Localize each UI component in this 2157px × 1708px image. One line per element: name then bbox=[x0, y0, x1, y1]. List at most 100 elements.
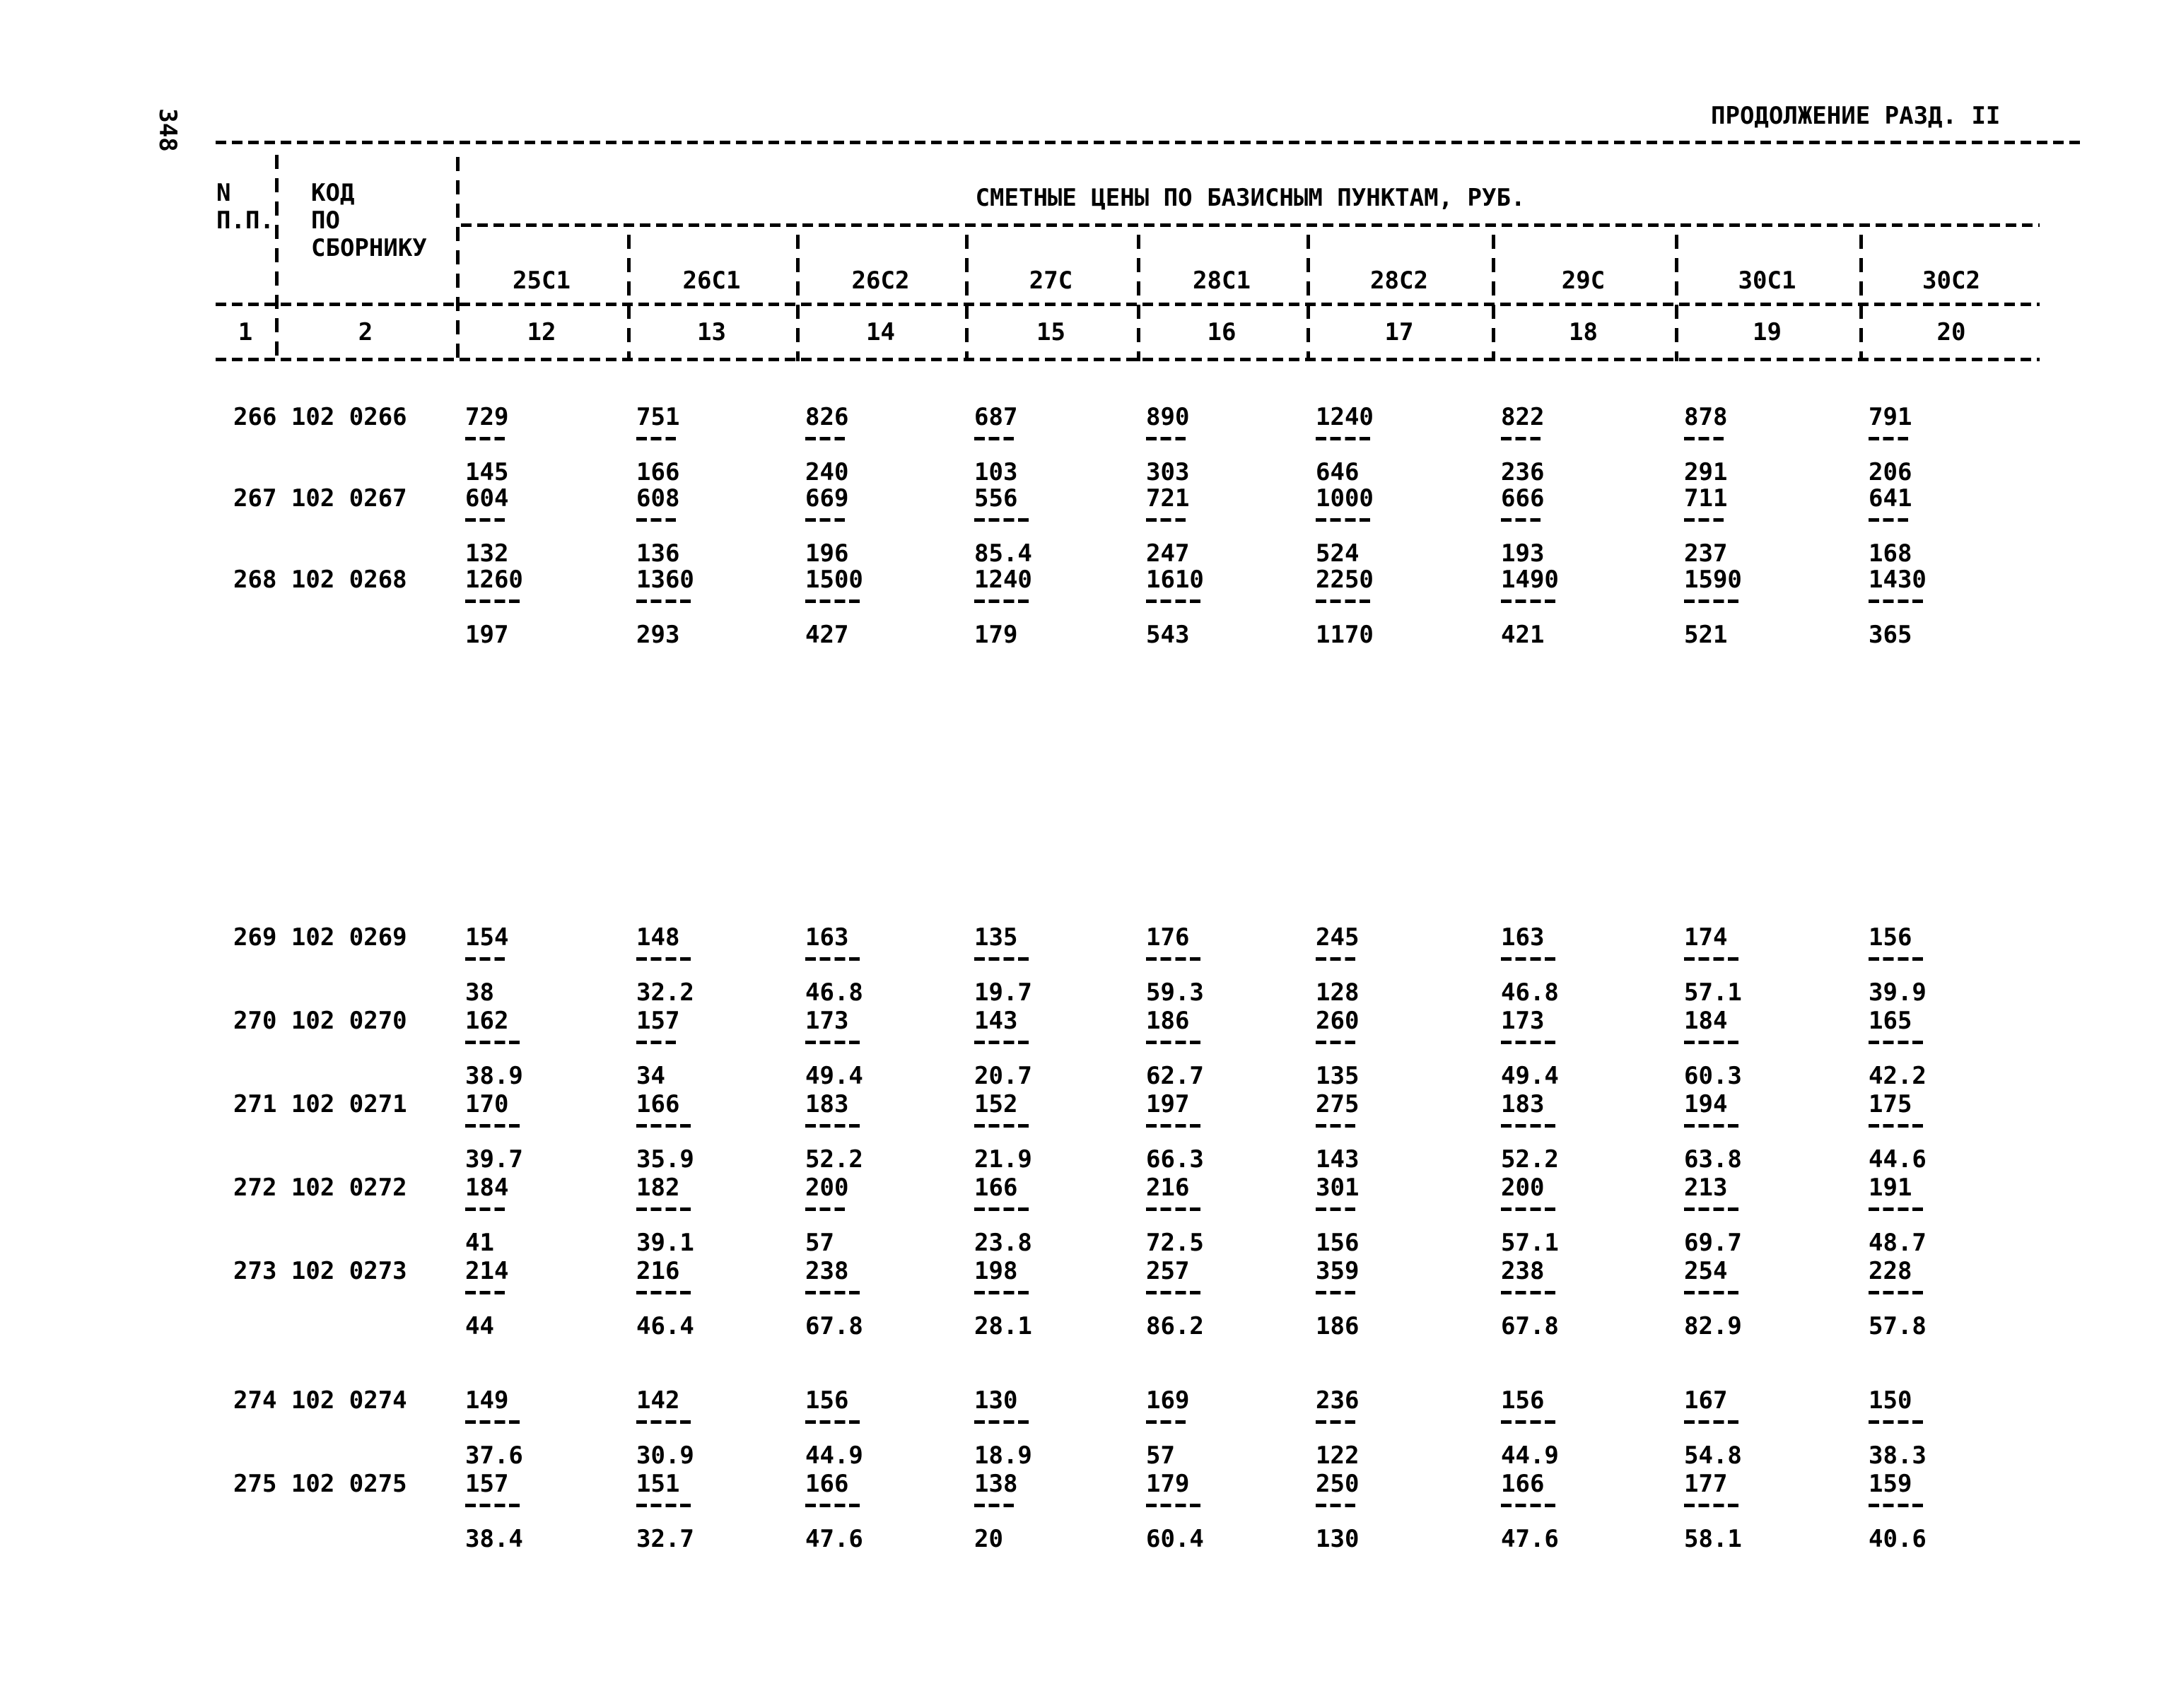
row-code: 102 0274 bbox=[276, 1386, 407, 1415]
cell-fraction-bar bbox=[465, 599, 520, 603]
cell-denominator: 69.7 bbox=[1684, 1229, 1742, 1257]
cell-fraction-bar bbox=[1869, 437, 1909, 440]
cell-denominator: 49.4 bbox=[805, 1062, 863, 1090]
cell-numerator: 152 bbox=[974, 1090, 1018, 1118]
cell-numerator: 183 bbox=[805, 1090, 849, 1118]
cell-fraction-bar bbox=[636, 1207, 691, 1211]
cell-fraction-bar bbox=[974, 1291, 1029, 1294]
cell-denominator: 168 bbox=[1869, 539, 1912, 568]
cell-denominator: 49.4 bbox=[1501, 1062, 1559, 1090]
column-separator bbox=[796, 235, 800, 361]
cell-numerator: 301 bbox=[1316, 1174, 1360, 1202]
cell-denominator: 186 bbox=[1316, 1312, 1360, 1340]
column-header-27С: 27С bbox=[1029, 267, 1073, 295]
col-code-header-line1: КОД bbox=[311, 179, 355, 207]
cell-denominator: 193 bbox=[1501, 539, 1545, 568]
cell-denominator: 59.3 bbox=[1146, 978, 1204, 1007]
column-index-12: 12 bbox=[527, 318, 556, 346]
cell-fraction-bar bbox=[1684, 518, 1724, 522]
column-separator bbox=[456, 157, 460, 361]
cell-numerator: 184 bbox=[1684, 1007, 1728, 1035]
cell-numerator: 166 bbox=[636, 1090, 680, 1118]
cell-fraction-bar bbox=[636, 957, 691, 961]
cell-fraction-bar bbox=[1316, 1207, 1356, 1211]
cell-fraction-bar bbox=[974, 957, 1029, 961]
cell-fraction-bar bbox=[1316, 957, 1356, 961]
cell-numerator: 142 bbox=[636, 1386, 680, 1415]
cell-numerator: 687 bbox=[974, 403, 1018, 431]
cell-denominator: 166 bbox=[636, 458, 680, 486]
cell-fraction-bar bbox=[805, 1124, 860, 1128]
cell-fraction-bar bbox=[1146, 1504, 1200, 1507]
row-label: 266 102 0266 bbox=[233, 404, 407, 430]
cell-numerator: 156 bbox=[1501, 1386, 1545, 1415]
cell-fraction-bar bbox=[1316, 518, 1370, 522]
cell-fraction-bar bbox=[465, 1420, 520, 1424]
cell-numerator: 751 bbox=[636, 403, 680, 431]
cell-fraction-bar bbox=[1869, 599, 1923, 603]
cell-fraction-bar bbox=[465, 518, 505, 522]
cell-fraction-bar bbox=[974, 1041, 1029, 1044]
cell-fraction-bar bbox=[805, 957, 860, 961]
cell-numerator: 156 bbox=[805, 1386, 849, 1415]
cell-denominator: 57 bbox=[805, 1229, 834, 1257]
cell-denominator: 72.5 bbox=[1146, 1229, 1204, 1257]
row-label: 267 102 0267 bbox=[233, 486, 407, 511]
cell-fraction-bar bbox=[1684, 1041, 1738, 1044]
cell-denominator: 291 bbox=[1684, 458, 1728, 486]
cell-numerator: 149 bbox=[465, 1386, 509, 1415]
cell-numerator: 359 bbox=[1316, 1257, 1360, 1285]
column-index-13: 13 bbox=[697, 318, 726, 346]
cell-denominator: 67.8 bbox=[805, 1312, 863, 1340]
cell-fraction-bar bbox=[805, 437, 846, 440]
span-header-prices: СМЕТНЫЕ ЦЕНЫ ПО БАЗИСНЫМ ПУНКТАМ, РУБ. bbox=[975, 184, 1526, 212]
cell-fraction-bar bbox=[1146, 599, 1200, 603]
cell-numerator: 228 bbox=[1869, 1257, 1912, 1285]
cell-denominator: 128 bbox=[1316, 978, 1360, 1007]
cell-denominator: 44.9 bbox=[805, 1441, 863, 1470]
cell-fraction-bar bbox=[465, 1291, 505, 1294]
cell-fraction-bar bbox=[636, 518, 677, 522]
cell-numerator: 245 bbox=[1316, 923, 1360, 952]
cell-fraction-bar bbox=[1684, 1420, 1738, 1424]
row-code: 102 0270 bbox=[276, 1007, 407, 1035]
cell-fraction-bar bbox=[1146, 1420, 1186, 1424]
cell-denominator: 237 bbox=[1684, 539, 1728, 568]
cell-denominator: 60.4 bbox=[1146, 1525, 1204, 1553]
cell-numerator: 260 bbox=[1316, 1007, 1360, 1035]
cell-denominator: 54.8 bbox=[1684, 1441, 1742, 1470]
cell-fraction-bar bbox=[1684, 1291, 1738, 1294]
cell-fraction-bar bbox=[1501, 957, 1555, 961]
row-number: 268 bbox=[233, 566, 277, 594]
cell-numerator: 173 bbox=[1501, 1007, 1545, 1035]
cell-fraction-bar bbox=[1501, 1207, 1555, 1211]
cell-numerator: 250 bbox=[1316, 1470, 1360, 1498]
cell-numerator: 194 bbox=[1684, 1090, 1728, 1118]
cell-numerator: 166 bbox=[974, 1174, 1018, 1202]
cell-numerator: 143 bbox=[974, 1007, 1018, 1035]
cell-numerator: 154 bbox=[465, 923, 509, 952]
cell-numerator: 148 bbox=[636, 923, 680, 952]
cell-denominator: 40.6 bbox=[1869, 1525, 1927, 1553]
cell-denominator: 240 bbox=[805, 458, 849, 486]
cell-numerator: 1430 bbox=[1869, 566, 1927, 594]
cell-fraction-bar bbox=[636, 1504, 691, 1507]
cell-numerator: 138 bbox=[974, 1470, 1018, 1498]
cell-numerator: 216 bbox=[636, 1257, 680, 1285]
cell-fraction-bar bbox=[1146, 1207, 1200, 1211]
cell-denominator: 38 bbox=[465, 978, 494, 1007]
cell-numerator: 135 bbox=[974, 923, 1018, 952]
cell-denominator: 39.9 bbox=[1869, 978, 1927, 1007]
cell-numerator: 166 bbox=[805, 1470, 849, 1498]
cell-denominator: 156 bbox=[1316, 1229, 1360, 1257]
cell-numerator: 1000 bbox=[1316, 484, 1374, 513]
cell-denominator: 38.4 bbox=[465, 1525, 523, 1553]
cell-denominator: 85.4 bbox=[974, 539, 1032, 568]
column-header-25С1: 25С1 bbox=[513, 267, 571, 295]
row-code: 102 0268 bbox=[276, 566, 407, 594]
cell-fraction-bar bbox=[1869, 1207, 1923, 1211]
cell-denominator: 57.1 bbox=[1684, 978, 1742, 1007]
cell-denominator: 44 bbox=[465, 1312, 494, 1340]
cell-denominator: 63.8 bbox=[1684, 1145, 1742, 1174]
row-code: 102 0271 bbox=[276, 1090, 407, 1118]
